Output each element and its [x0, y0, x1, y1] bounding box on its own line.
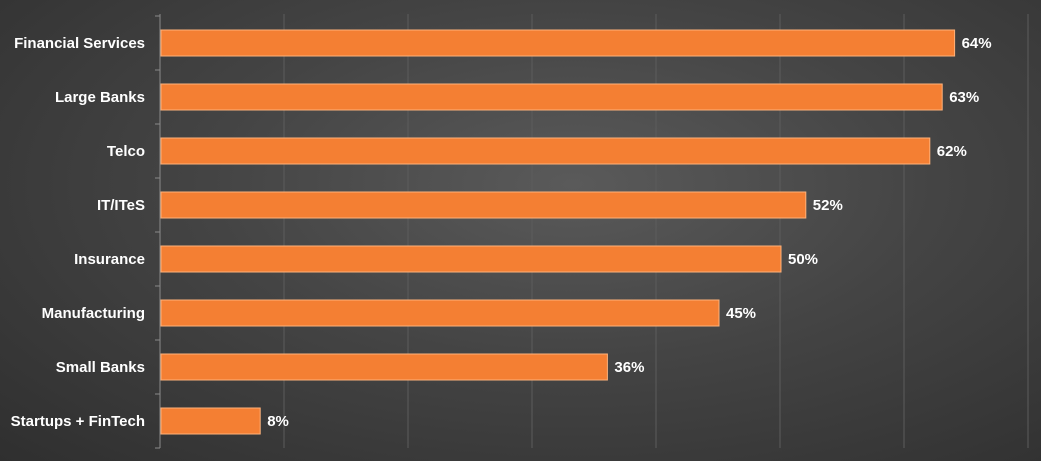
category-label: Manufacturing: [42, 305, 145, 322]
category-label: Small Banks: [56, 359, 145, 376]
value-label: 36%: [614, 359, 644, 376]
bar: [160, 191, 807, 219]
category-label: Startups + FinTech: [11, 413, 145, 430]
category-label: Large Banks: [55, 89, 145, 106]
bar: [160, 299, 720, 327]
category-label: IT/ITeS: [97, 197, 145, 214]
value-label: 52%: [813, 197, 843, 214]
value-label: 8%: [267, 413, 289, 430]
value-label: 64%: [962, 35, 992, 52]
value-label: 63%: [949, 89, 979, 106]
bar: [160, 245, 782, 273]
category-label: Telco: [107, 143, 145, 160]
value-label: 45%: [726, 305, 756, 322]
bar: [160, 353, 608, 381]
bar: [160, 83, 943, 111]
value-label: 62%: [937, 143, 967, 160]
bar: [160, 29, 956, 57]
category-label: Financial Services: [14, 35, 145, 52]
bar: [160, 407, 261, 435]
category-label: Insurance: [74, 251, 145, 268]
value-label: 50%: [788, 251, 818, 268]
bar: [160, 137, 931, 165]
